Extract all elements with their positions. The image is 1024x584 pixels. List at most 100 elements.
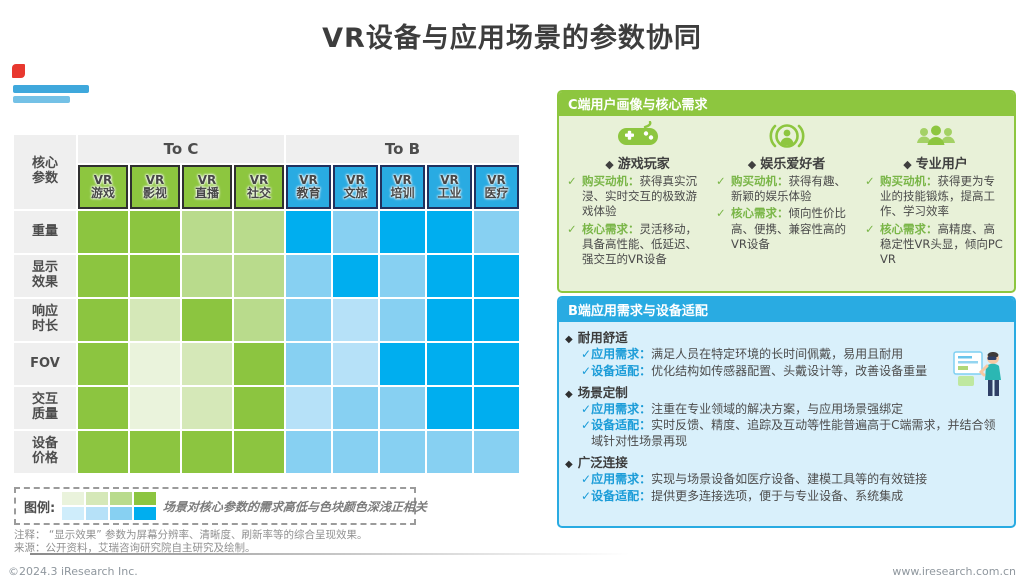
row-label: FOV (14, 343, 76, 385)
row-label: 设备 价格 (14, 431, 76, 473)
durable-demand: ✓ 应用需求：满足人员在特定环境的长时间佩戴，易用且耐用 (581, 347, 904, 361)
legend-swatches (62, 492, 157, 520)
matrix-cell (130, 387, 180, 429)
matrix-corner-label: 核心 参数 (14, 135, 76, 209)
row-label: 响应 时长 (14, 299, 76, 341)
column-header-VR培训: VR 培训 (380, 165, 425, 209)
persona-gamer: ◆ 游戏玩家 ✓ 购买动机：获得真实沉浸、实时交互的极致游戏体验 ✓ 核心需求：灵… (567, 120, 708, 269)
matrix-cell (380, 211, 425, 253)
row-label: 交互 质量 (14, 387, 76, 429)
matrix-cell (380, 255, 425, 297)
column-header-VR影视: VR 影视 (130, 165, 180, 209)
matrix-cell (427, 387, 472, 429)
matrix-cell (234, 431, 284, 473)
matrix-cell (286, 255, 331, 297)
matrix-cell (182, 299, 232, 341)
matrix-cell (286, 431, 331, 473)
matrix-cell (286, 299, 331, 341)
b-section-durable: ◆ 耐用舒适 (565, 330, 628, 345)
connect-adapt: ✓ 设备适配：提供更多连接选项，便于与专业设备、系统集成 (581, 488, 904, 503)
matrix-cell (130, 211, 180, 253)
matrix-cell (182, 211, 232, 253)
matrix-cell (182, 255, 232, 297)
footer-copyright: ©2024.3 iResearch Inc. (8, 565, 138, 578)
matrix-cell (474, 387, 519, 429)
column-header-VR文旅: VR 文旅 (333, 165, 378, 209)
durable-adapt: ✓ 设备适配：优化结构如传感器配置、头戴设计等，改善设备重量 (581, 363, 928, 378)
matrix-cell (427, 255, 472, 297)
entertainment-motive: ✓ 购买动机：获得有趣、新颖的娱乐体验 (716, 174, 846, 204)
column-header-VR社交: VR 社交 (234, 165, 284, 209)
persona-professional-name: ◆ 专业用户 (903, 157, 968, 172)
matrix-cell (427, 431, 472, 473)
matrix-cell (427, 211, 472, 253)
note-source: 来源：公开资料，艾瑞咨询研究院自主研究及绘制。 (14, 542, 256, 555)
matrix-cell (182, 343, 232, 385)
matrix-cell (78, 387, 128, 429)
matrix-cell (78, 431, 128, 473)
group-header-to-c: To C (78, 135, 284, 163)
matrix-cell (380, 343, 425, 385)
matrix-cell (333, 211, 378, 253)
matrix-cell (333, 343, 378, 385)
column-header-VR医疗: VR 医疗 (474, 165, 519, 209)
legend-swatch (86, 507, 109, 520)
legend-text: 场景对核心参数的需求高低与色块颜色深浅正相关 (162, 499, 428, 514)
row-label: 重量 (14, 211, 76, 253)
professional-need: ✓ 核心需求：高精度、高稳定性VR头显，倾向PC VR (865, 221, 1003, 266)
entertainment-need: ✓ 核心需求：倾向性价比高、便携、兼容性高的VR设备 (716, 206, 846, 251)
gamer-motive: ✓ 购买动机：获得真实沉浸、实时交互的极致游戏体验 (567, 174, 697, 219)
matrix-cell (474, 255, 519, 297)
footer-website: www.iresearch.com.cn (892, 565, 1016, 578)
row-label: 显示 效果 (14, 255, 76, 297)
page-title: VR设备与应用场景的参数协同 (322, 23, 702, 54)
legend-swatch (62, 507, 85, 520)
matrix-cell (380, 431, 425, 473)
legend-label: 图例: (24, 500, 56, 516)
legend-swatch (110, 492, 133, 505)
matrix-cell (182, 387, 232, 429)
divider-line (30, 553, 630, 555)
persona-entertainment-name: ◆ 娱乐爱好者 (747, 157, 826, 172)
matrix-cell (130, 299, 180, 341)
column-header-VR游戏: VR 游戏 (78, 165, 128, 209)
b-panel: B端应用需求与设备适配 ◆ 耐用舒适 (557, 296, 1016, 528)
custom-demand: ✓ 应用需求：注重在专业领域的解决方案，与应用场景强绑定 (581, 401, 904, 416)
persona-gamer-name: ◆ 游戏玩家 (605, 157, 670, 172)
matrix-cell (427, 343, 472, 385)
vr-worker-illustration (952, 346, 1008, 406)
matrix-cell (474, 431, 519, 473)
matrix-cell (427, 299, 472, 341)
matrix-cell (286, 211, 331, 253)
matrix-cell (78, 343, 128, 385)
group-header-to-b: To B (286, 135, 519, 163)
persona-entertainment: ◆ 娱乐爱好者 ✓ 购买动机：获得有趣、新颖的娱乐体验 ✓ 核心需求：倾向性价比高… (716, 120, 857, 269)
persona-professional: ◆ 专业用户 ✓ 购买动机：获得更为专业的技能锻炼，提高工作、学习效率 ✓ 核心需… (865, 120, 1006, 269)
matrix-cell (333, 387, 378, 429)
legend-swatch (134, 507, 157, 520)
professional-motive: ✓ 购买动机：获得更为专业的技能锻炼，提高工作、学习效率 (865, 174, 995, 219)
matrix-cell (130, 343, 180, 385)
entertainment-user-icon (716, 120, 857, 152)
matrix-cell (234, 387, 284, 429)
c-panel: C端用户画像与核心需求 ◆ 游戏玩家 ✓ 购买动机：获得真实沉浸、 (557, 90, 1016, 293)
column-header-VR直播: VR 直播 (182, 165, 232, 209)
matrix-cell (130, 431, 180, 473)
legend: 图例: 场景对核心参数的需求高低与色块颜色深浅正相关 (14, 487, 428, 525)
matrix-cell (380, 299, 425, 341)
legend-swatch (86, 492, 109, 505)
user-group-icon (865, 120, 1006, 152)
column-header-VR工业: VR 工业 (427, 165, 472, 209)
matrix-cell (380, 387, 425, 429)
matrix-cell (474, 211, 519, 253)
legend-swatch (62, 492, 85, 505)
note-annotation: 注释： “显示效果” 参数为屏幕分辨率、清晰度、刷新率等的综合呈现效果。 (14, 529, 368, 541)
c-panel-title: C端用户画像与核心需求 (559, 92, 1014, 116)
matrix-cell (234, 343, 284, 385)
matrix-cell (234, 255, 284, 297)
gamepad-icon (567, 120, 708, 152)
b-section-connect: ◆ 广泛连接 (565, 455, 628, 471)
matrix-cell (234, 299, 284, 341)
column-header-VR教育: VR 教育 (286, 165, 331, 209)
